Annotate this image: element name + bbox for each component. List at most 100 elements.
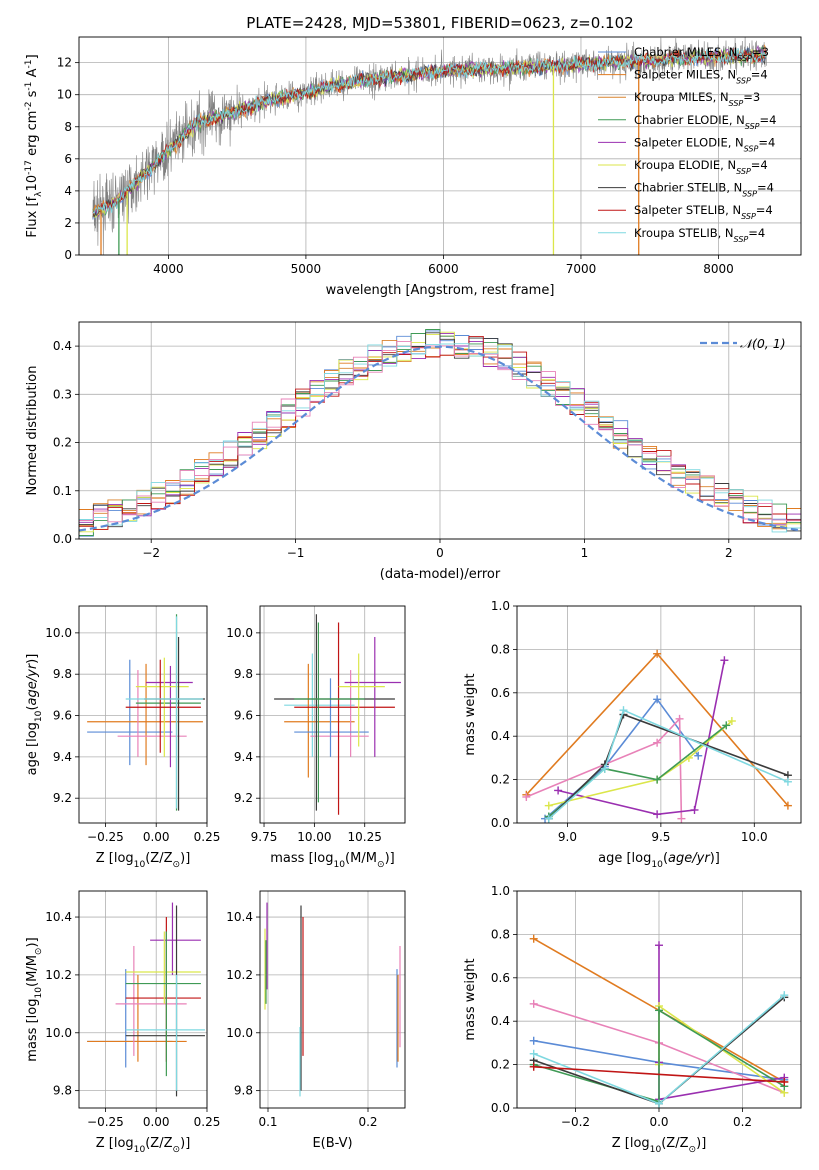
x-tick-label: −1 [287,546,305,560]
panel-z_mass: −0.25 0.00 0.25 9.8 10.0 10.2 10.4 Z [log10(Z/Z… [25,890,221,1155]
plot-area [274,614,401,815]
grid [260,891,405,1108]
x-tick-label: 0.0 [649,1115,668,1129]
histogram-step-8 [79,343,801,533]
x-tick-label: 1 [581,546,589,560]
axes-frame [259,605,406,824]
x-tick-label: 2 [725,546,733,560]
weight-marker [529,1049,538,1058]
error-bar-point-8 [125,616,203,809]
x-tick-label: 0.2 [733,1115,752,1129]
x-tick-label: −2 [142,546,160,560]
legend-entry: Salpeter STELIB, NSSP=4 [634,203,773,221]
weight-marker [675,714,684,723]
weight-line-7 [548,709,789,820]
weight-marker [780,991,789,1000]
x-axis-label: mass [log10(M/M⊙)] [270,851,394,870]
y-tick-label: 10.4 [226,910,253,924]
y-axis-label: Normed distribution [25,366,40,496]
y-axis-label: age [log10(age/yr)] [25,654,44,776]
x-tick-label: 0.00 [143,830,170,844]
weight-marker [529,999,538,1008]
weight-marker [720,656,729,665]
x-axis-label: Z [log10(Z/Z⊙)] [96,851,191,870]
weight-marker [722,721,731,730]
x-tick-label: 6000 [428,262,459,276]
x-tick-label: 10.0 [741,830,768,844]
y-tick-label: 0.6 [491,971,510,985]
weight-marker [655,941,663,950]
x-tick-label: −0.25 [87,830,124,844]
y-axis-label: mass [log10(M/M⊙)] [25,937,44,1061]
legend-entry: 𝒩(0, 1) [740,336,786,351]
y-tick-label: 10 [57,88,72,102]
grid [79,891,208,1108]
plot-area [529,934,789,1108]
legend-entry: Kroupa ELODIE, NSSP=4 [634,158,768,176]
x-tick-label: 0.25 [194,1115,221,1129]
error-bar-point-8 [125,974,205,1091]
plot-area [79,329,801,537]
legend: 𝒩(0, 1) [700,336,786,351]
gaussian-curve [79,345,801,532]
plot-area [87,614,205,811]
weight-marker [653,810,662,819]
weight-marker [690,805,699,814]
error-bar-point-1 [87,974,187,1062]
panel-z_age: −0.25 0.00 0.25 9.2 9.4 9.6 9.8 10.0 Z [log10(Z/… [25,605,221,870]
weight-line-3 [557,660,726,816]
y-tick-label: 0.8 [491,927,510,941]
panel-ebv_mass: 0.1 0.2 9.8 10.0 10.2 10.4 E(B-V) [226,890,406,1151]
y-tick-label: 8 [64,120,72,134]
weight-marker [655,1099,663,1108]
axes-frame [78,890,208,1109]
legend: Chabrier MILES, NSSP=3 Salpeter MILES, NS… [598,45,776,243]
error-bar-point-6 [344,637,401,757]
weight-marker [655,1006,663,1015]
weight-marker [544,814,553,823]
x-tick-label: 0.25 [194,830,221,844]
plot-area [92,37,767,255]
weight-marker [653,695,662,704]
x-tick-label: 9.75 [251,830,278,844]
error-bar-point-2 [310,670,369,757]
y-tick-label: 9.6 [234,709,253,723]
weight-marker [783,777,792,786]
axes-frame [78,605,208,824]
legend-entry: Salpeter MILES, NSSP=4 [634,68,768,86]
y-tick-label: 12 [57,56,72,70]
x-tick-label: 8000 [703,262,734,276]
weight-marker [529,934,538,943]
panel-residuals: −2 −1 0 1 2 0.0 0.1 0.2 0.3 0.4 (data-model)/error… [25,321,802,582]
error-bar-point-2 [115,945,187,1056]
y-tick-label: 10.2 [45,968,72,982]
error-bar-point-3 [125,917,201,1062]
error-bar-point-4 [150,902,201,975]
error-bar-point-7 [338,653,385,747]
error-bar-point-1 [284,663,355,778]
weight-marker [522,792,531,801]
weight-marker [780,1077,789,1086]
y-tick-label: 10.2 [226,968,253,982]
weight-line-8 [533,1066,785,1083]
y-axis-label: Flux [fλ10-17 erg cm-2 s-1 A-1] [24,54,44,237]
y-tick-label: 9.8 [53,667,72,681]
x-tick-label: −0.25 [87,1115,124,1129]
x-tick-label: 7000 [566,262,597,276]
y-tick-label: 4 [64,184,72,198]
legend-entry: Chabrier STELIB, NSSP=4 [634,181,774,199]
y-tick-label: 6 [64,152,72,166]
x-tick-label: −0.2 [561,1115,590,1129]
weight-marker [694,751,703,760]
x-axis-label: Z [log10(Z/Z⊙)] [612,1136,707,1155]
weight-marker [600,764,609,773]
error-bar-point-5 [294,622,395,815]
weight-marker [544,801,553,810]
y-tick-label: 0.2 [491,773,510,787]
y-tick-label: 9.8 [234,667,253,681]
error-bar-point-3 [294,678,369,757]
x-tick-label: 4000 [153,262,184,276]
grid [260,606,405,823]
y-tick-label: 0.8 [491,642,510,656]
